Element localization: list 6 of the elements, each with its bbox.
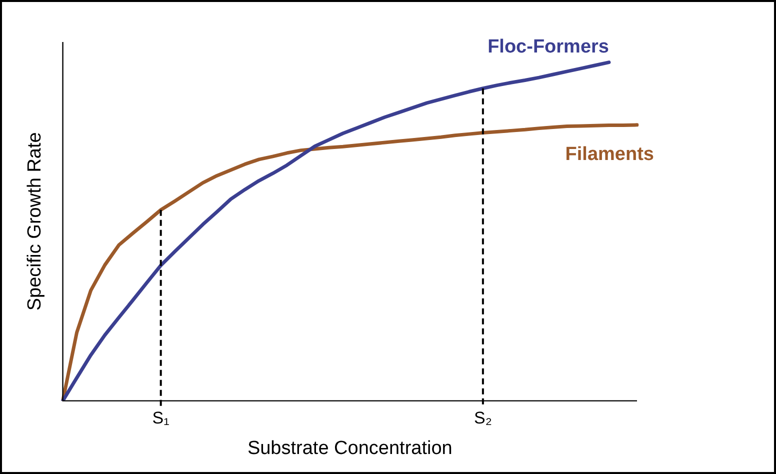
y-axis-title: Specific Growth Rate bbox=[24, 132, 46, 311]
series-label: Filaments bbox=[565, 144, 654, 165]
x-axis-title: Substrate Concentration bbox=[247, 438, 452, 459]
x-tick-label: S₂ bbox=[474, 408, 492, 428]
x-tick-label: S₁ bbox=[152, 408, 170, 428]
series-label: Floc-Formers bbox=[488, 36, 609, 58]
